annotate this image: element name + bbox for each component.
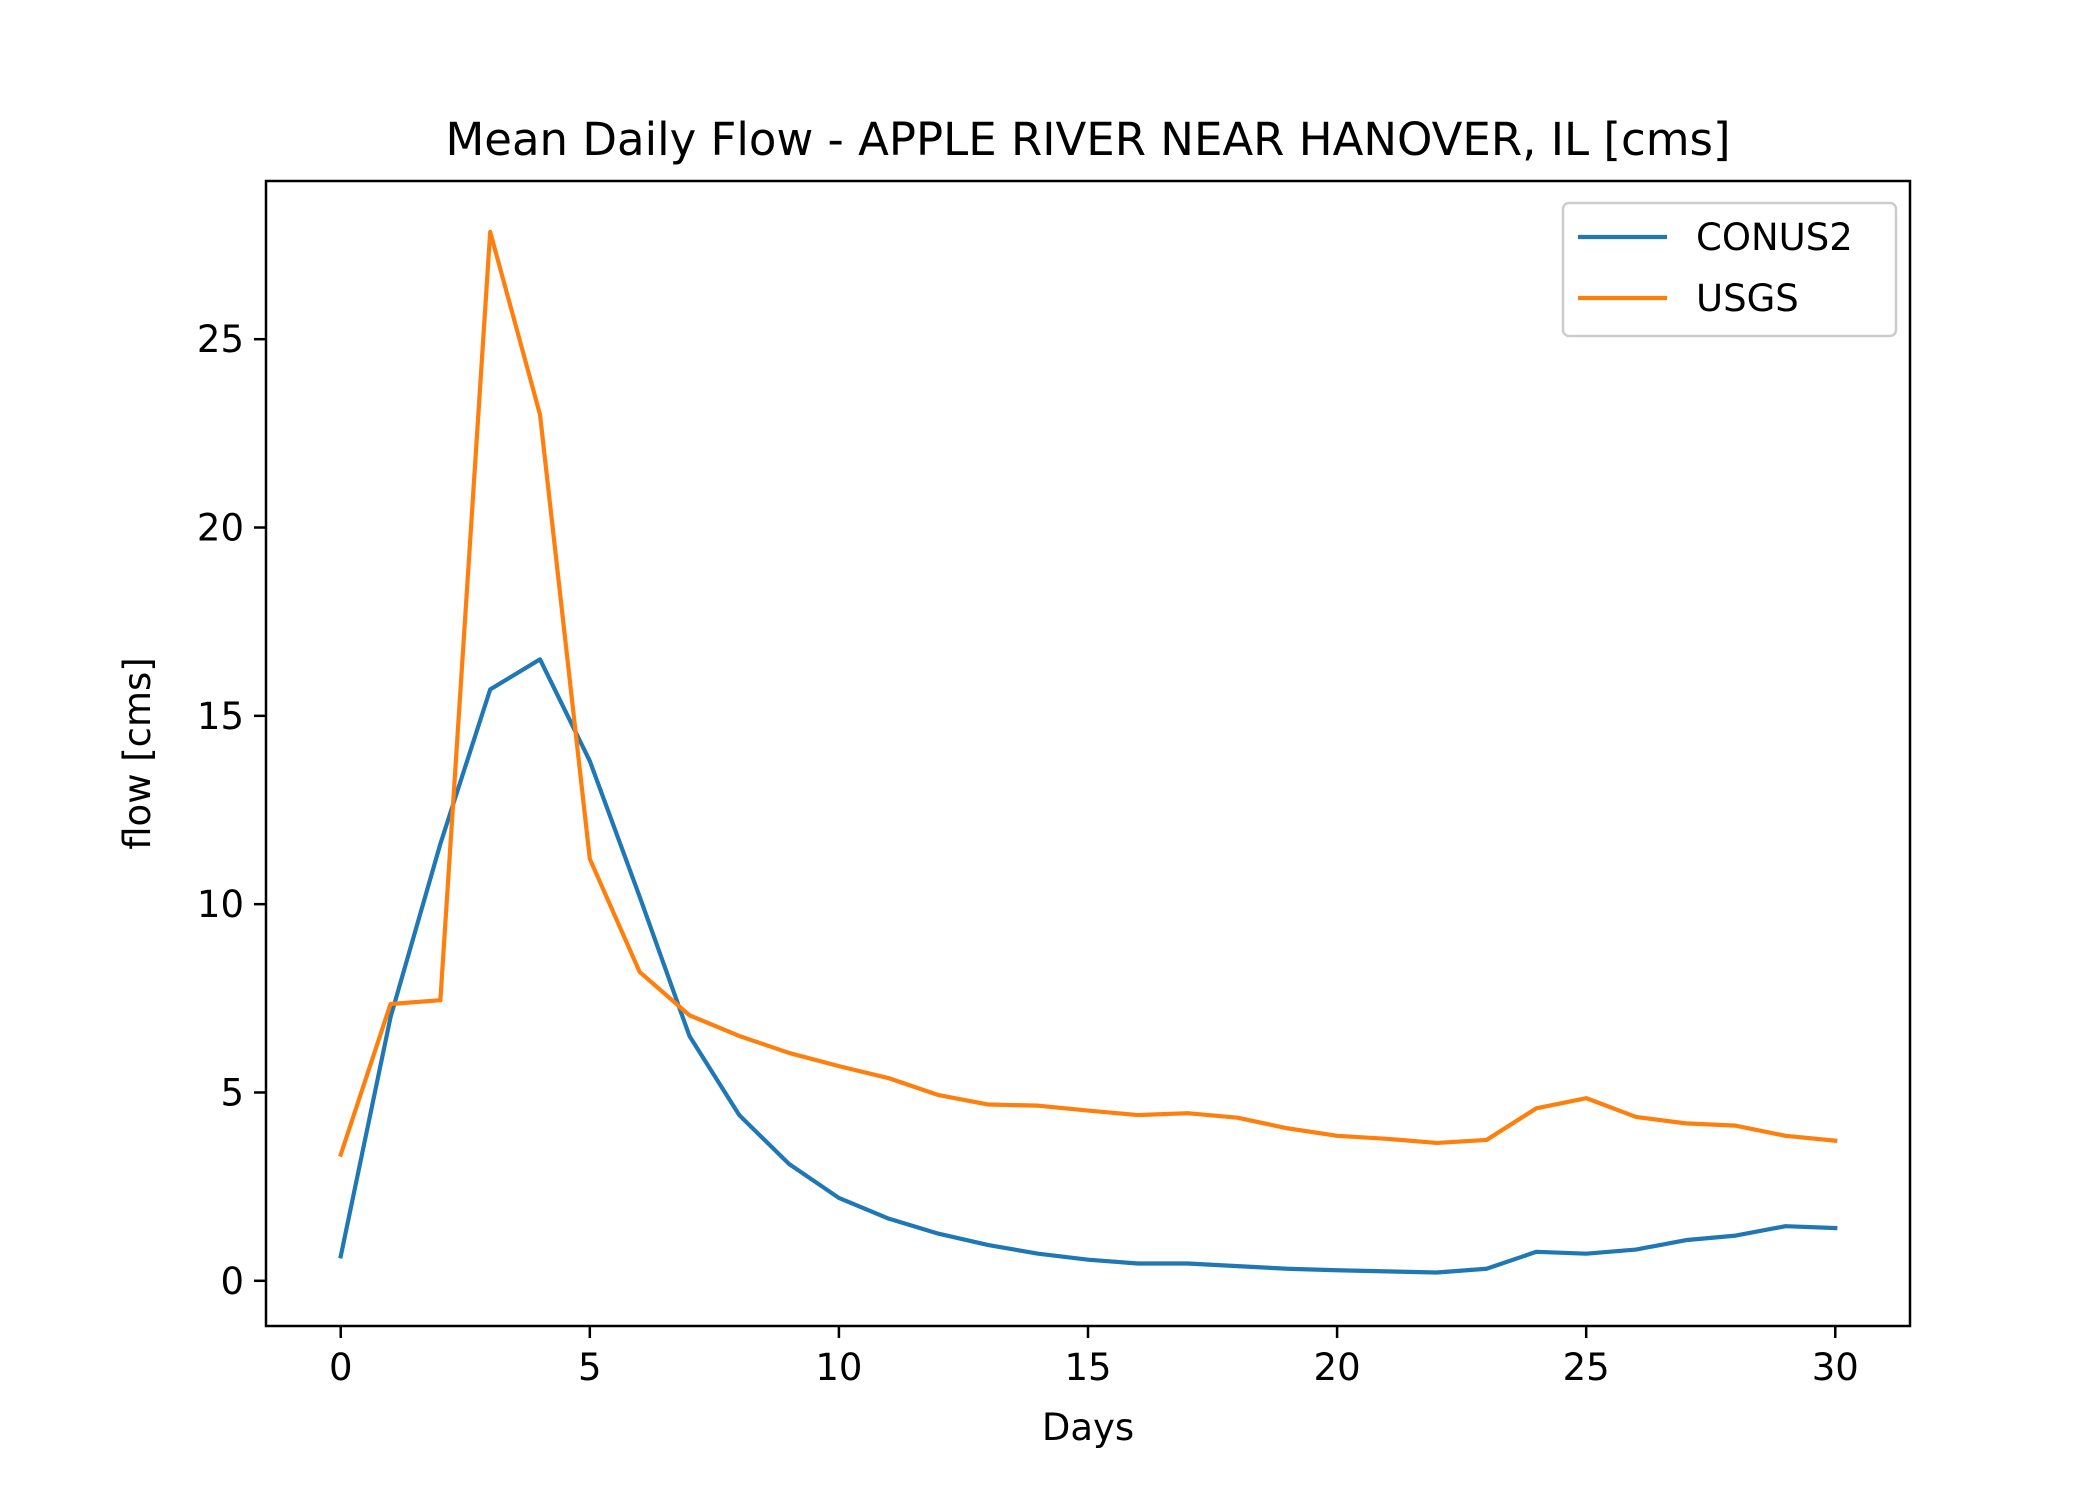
series-line-usgs <box>338 229 1838 1158</box>
legend-label-usgs: USGS <box>1696 277 1799 320</box>
y-tick-label: 20 <box>197 507 244 550</box>
series-layer <box>338 229 1838 1275</box>
legend: CONUS2 USGS <box>1561 201 1898 338</box>
x-axis: 0 5 10 15 20 25 30 <box>329 1326 1859 1389</box>
x-tick-label: 10 <box>815 1346 862 1389</box>
y-tick-label: 15 <box>197 695 244 738</box>
chart-title: Mean Daily Flow - APPLE RIVER NEAR HANOV… <box>445 113 1730 166</box>
x-tick-label: 20 <box>1314 1346 1361 1389</box>
series-line-conus2 <box>338 657 1838 1275</box>
y-tick-label: 25 <box>197 318 244 361</box>
x-axis-label: Days <box>1042 1406 1134 1449</box>
x-tick-label: 5 <box>578 1346 602 1389</box>
x-tick-label: 25 <box>1563 1346 1610 1389</box>
y-tick-label: 10 <box>197 883 244 926</box>
x-tick-label: 15 <box>1064 1346 1111 1389</box>
y-tick-label: 0 <box>220 1260 244 1303</box>
y-axis: 0 5 10 15 20 25 <box>197 318 266 1303</box>
y-tick-label: 5 <box>220 1071 244 1114</box>
x-tick-label: 30 <box>1812 1346 1859 1389</box>
x-tick-label: 0 <box>329 1346 353 1389</box>
legend-label-conus2: CONUS2 <box>1696 216 1853 259</box>
y-axis-label: flow [cms] <box>116 657 159 850</box>
